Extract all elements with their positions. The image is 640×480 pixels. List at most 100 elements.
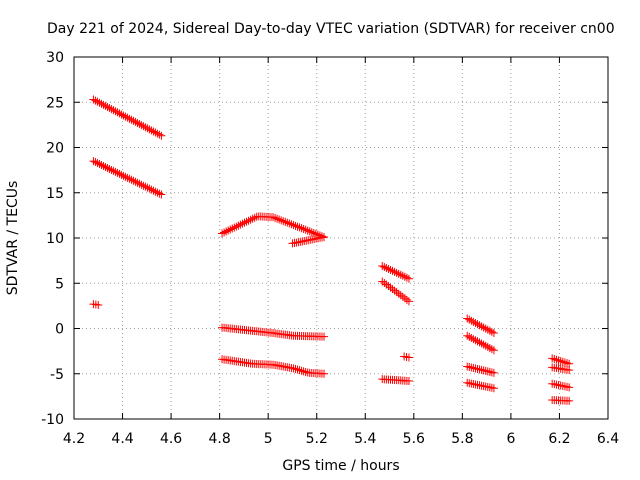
data-point (236, 220, 245, 229)
data-point (281, 217, 290, 226)
data-point (481, 324, 490, 333)
data-point (563, 359, 572, 368)
data-point (218, 229, 227, 238)
data-point (394, 269, 403, 278)
x-tick-labels: 4.2 4.4 4.6 4.8 5 5.2 5.4 5.6 5.8 6 6.2 6.4 (63, 431, 619, 447)
data-point (99, 100, 108, 109)
data-point (119, 111, 128, 120)
data-point (135, 120, 144, 129)
data-point (129, 176, 138, 185)
x-tick-label: 5.2 (306, 431, 328, 447)
data-point (388, 266, 397, 275)
data-point (404, 376, 413, 385)
data-point (384, 282, 393, 291)
data-point (402, 295, 411, 304)
data-point (380, 278, 389, 287)
data-point (135, 179, 144, 188)
data-point (285, 219, 294, 228)
data-point (384, 264, 393, 273)
data-point (487, 345, 496, 354)
data-point (113, 168, 122, 177)
data-point (107, 165, 116, 174)
data-point (89, 95, 98, 104)
data-point (143, 183, 152, 192)
data-point (115, 109, 124, 118)
data-point (301, 225, 310, 234)
data-point (220, 228, 229, 237)
data-point (550, 355, 559, 364)
data-point (95, 98, 104, 107)
data-point (289, 364, 298, 373)
data-point (293, 222, 302, 231)
data-point (400, 294, 409, 303)
data-point (297, 224, 306, 233)
data-point (93, 159, 102, 168)
data-point (380, 263, 389, 272)
data-point (222, 227, 231, 236)
data-point (242, 217, 251, 226)
data-point (131, 177, 140, 186)
data-point (297, 366, 306, 375)
data-point (293, 365, 302, 374)
data-point (382, 280, 391, 289)
data-point (147, 126, 156, 135)
data-point (469, 335, 478, 344)
data-point (485, 326, 494, 335)
data-point (548, 354, 557, 363)
x-axis-label: GPS time / hours (282, 458, 399, 474)
data-point (475, 338, 484, 347)
data-point (117, 170, 126, 179)
data-point (127, 115, 136, 124)
data-point (303, 226, 312, 235)
data-point (471, 319, 480, 327)
data-point (89, 157, 98, 166)
data-point (477, 339, 486, 348)
data-point (489, 329, 498, 338)
data-point (133, 118, 142, 127)
data-point (269, 213, 278, 222)
data-point (137, 121, 146, 130)
data-point (91, 96, 100, 105)
data-point (479, 323, 488, 332)
data-point (153, 129, 162, 138)
y-tick-label: 30 (46, 50, 64, 66)
data-point (320, 233, 329, 242)
data-point (226, 225, 235, 234)
data-point (489, 346, 498, 355)
data-point (279, 217, 288, 226)
data-point (121, 112, 130, 121)
y-tick-label: 5 (55, 276, 64, 292)
data-point (469, 317, 478, 326)
data-point (99, 161, 108, 170)
data-point (121, 172, 130, 181)
data-point (475, 321, 484, 330)
data-point (404, 297, 413, 306)
data-point (477, 322, 486, 331)
data-point (125, 174, 134, 183)
data-point (107, 105, 116, 114)
data-point (295, 366, 304, 375)
data-point (91, 158, 100, 167)
data-point (111, 167, 120, 176)
data-point (95, 160, 104, 169)
data-point (473, 320, 482, 329)
data-point (277, 216, 286, 225)
data-point (133, 178, 142, 187)
data-point (388, 285, 397, 294)
data-point (305, 227, 314, 236)
data-point (149, 127, 158, 136)
y-tick-label: -5 (50, 367, 64, 383)
data-point (396, 291, 405, 300)
y-tick-label: 20 (46, 141, 64, 157)
data-point (113, 108, 122, 117)
data-point (129, 116, 138, 125)
data-point (139, 181, 148, 190)
data-point (141, 182, 150, 191)
data-point (143, 124, 152, 133)
y-tick-label: 15 (46, 186, 64, 202)
data-point (378, 277, 387, 286)
data-point (467, 333, 476, 342)
data-point (141, 123, 150, 132)
x-tick-label: 4.2 (63, 431, 85, 447)
